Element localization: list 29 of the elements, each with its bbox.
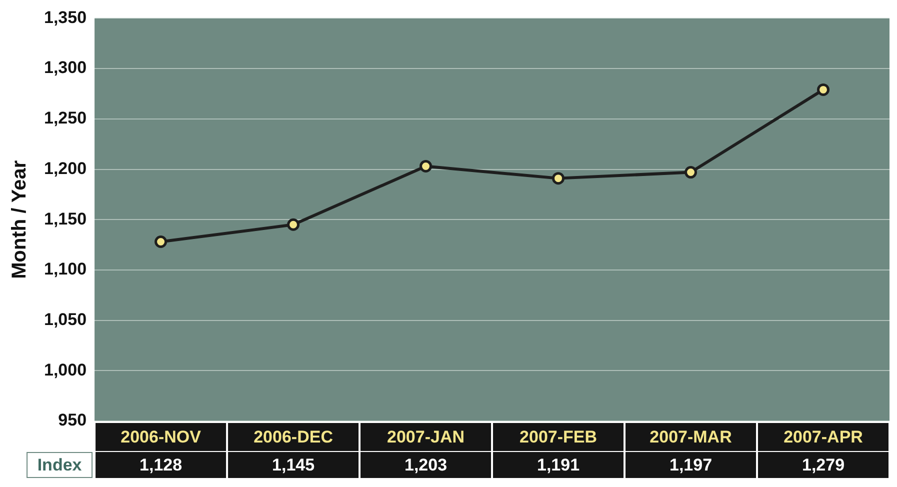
- point: [420, 160, 432, 172]
- y-axis-title: Month / Year: [8, 160, 31, 279]
- y-tick-label: 1,350: [44, 8, 87, 27]
- point: [287, 218, 300, 231]
- data-label: 1,145: [272, 456, 315, 475]
- y-tick-label: 1,000: [44, 360, 87, 380]
- x-tick-label: 2007-APR: [784, 428, 863, 447]
- data-label: 1,279: [802, 456, 845, 475]
- text: Index: [37, 456, 82, 475]
- point: [817, 83, 830, 96]
- x-tick-label: 2007-FEB: [520, 428, 598, 447]
- y-tick-label: 1,100: [44, 260, 87, 279]
- data-label: 1,191: [536, 456, 580, 475]
- data-label: 1,203: [404, 456, 448, 475]
- data-label: 1,197: [669, 456, 712, 475]
- y-tick-label: 1,250: [44, 108, 87, 128]
- x-tick-label: 2006-DEC: [254, 428, 333, 447]
- x-tick-label: 2006-NOV: [120, 428, 202, 447]
- data-label: 1,128: [140, 456, 182, 475]
- point: [552, 172, 565, 185]
- y-tick-label: 1,150: [44, 209, 87, 228]
- y-tick-label: 950: [58, 410, 87, 430]
- y-tick-label: 1,300: [44, 58, 87, 78]
- y-tick-label: 1,200: [44, 158, 87, 178]
- y-tick-label: 1,050: [44, 310, 87, 329]
- point: [154, 236, 168, 248]
- x-tick-label: 2007-JAN: [387, 428, 465, 447]
- point: [684, 166, 698, 179]
- x-tick-label: 2007-MAR: [650, 428, 732, 447]
